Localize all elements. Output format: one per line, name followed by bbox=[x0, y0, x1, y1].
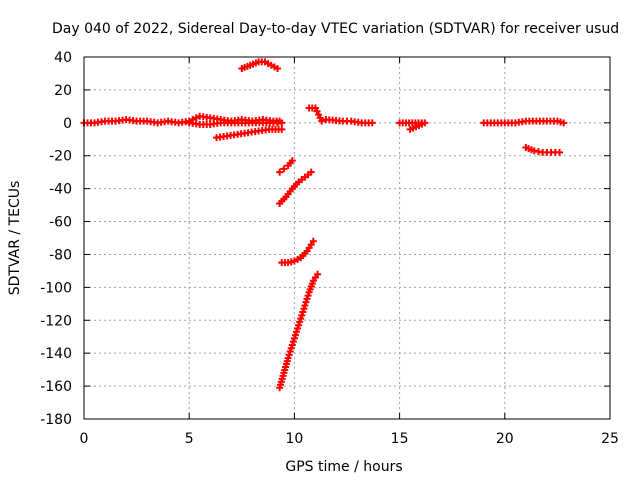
y-tick-label: -180 bbox=[40, 412, 72, 428]
series-descending-arc bbox=[213, 125, 286, 142]
x-tick-label: 5 bbox=[185, 431, 194, 447]
y-tick-label: -40 bbox=[49, 182, 72, 198]
plot-frame bbox=[83, 56, 611, 420]
series-late-negative bbox=[522, 144, 564, 156]
data-point bbox=[556, 148, 564, 156]
data-point bbox=[314, 270, 322, 278]
data-point bbox=[192, 114, 200, 122]
data-point bbox=[560, 119, 568, 127]
data-point bbox=[309, 237, 317, 245]
y-tick-label: -60 bbox=[49, 215, 72, 231]
data-point bbox=[307, 168, 315, 176]
series-short-segment bbox=[276, 157, 296, 176]
x-tick-label: 25 bbox=[601, 431, 619, 447]
y-tick-label: -160 bbox=[40, 379, 72, 395]
series-mid-points bbox=[305, 104, 376, 127]
series-segment-minus85 bbox=[278, 237, 317, 267]
y-tick-label: -120 bbox=[40, 313, 72, 329]
series-upper-arc bbox=[238, 58, 282, 73]
data-point bbox=[276, 168, 284, 176]
x-axis-label: GPS time / hours bbox=[285, 459, 402, 475]
series-baseline-late bbox=[480, 117, 568, 127]
data-point bbox=[288, 157, 296, 165]
series-steep-descent bbox=[276, 270, 322, 392]
data-point bbox=[280, 165, 288, 173]
x-tick-label: 20 bbox=[496, 431, 514, 447]
y-axis-label: SDTVAR / TECUs bbox=[7, 181, 23, 296]
y-tick-label: -20 bbox=[49, 149, 72, 165]
series-baseline-low bbox=[185, 119, 286, 128]
y-tick-label: 0 bbox=[63, 116, 72, 132]
y-tick-label: -140 bbox=[40, 346, 72, 362]
data-point bbox=[406, 125, 414, 133]
x-tick-label: 15 bbox=[391, 431, 409, 447]
x-tick-label: 10 bbox=[285, 431, 303, 447]
tick-labels: 0 5 10 15 20 25 -180 -160 -140 -120 -100 -80 -60 -40 -… bbox=[40, 50, 619, 447]
y-tick-label: -100 bbox=[40, 280, 72, 296]
data-point bbox=[368, 119, 376, 127]
data-point bbox=[278, 125, 286, 133]
data-point bbox=[318, 117, 326, 125]
x-tick-label: 0 bbox=[80, 431, 89, 447]
y-tick-label: -80 bbox=[49, 247, 72, 263]
axis-ticks bbox=[83, 56, 611, 420]
series-segment-minus50 bbox=[276, 168, 315, 207]
data-point bbox=[278, 119, 286, 127]
chart-title: Day 040 of 2022, Sidereal Day-to-day VTE… bbox=[52, 21, 619, 37]
grid bbox=[84, 57, 610, 419]
y-tick-label: 20 bbox=[54, 83, 72, 99]
data-point bbox=[274, 65, 282, 73]
data-points bbox=[80, 58, 568, 392]
series-baseline-15h bbox=[396, 119, 429, 133]
y-tick-label: 40 bbox=[54, 50, 72, 66]
